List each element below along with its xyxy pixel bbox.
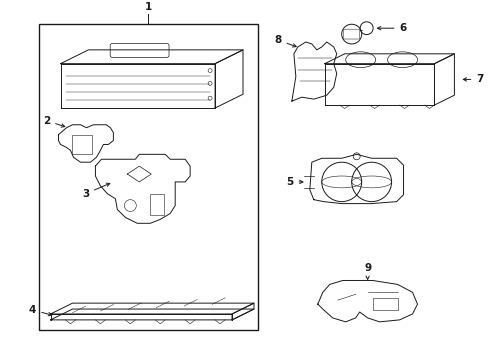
Text: 5: 5: [286, 177, 303, 187]
Text: 9: 9: [364, 263, 371, 279]
Text: 4: 4: [29, 305, 52, 316]
Bar: [73, 135, 93, 154]
Bar: [372, 298, 397, 310]
Bar: [39, 24, 258, 330]
Text: 3: 3: [82, 183, 110, 199]
Text: 6: 6: [377, 23, 407, 33]
Text: 2: 2: [43, 116, 65, 127]
Text: 1: 1: [145, 3, 152, 12]
Text: 7: 7: [463, 75, 484, 85]
Bar: [150, 194, 164, 215]
Text: 8: 8: [274, 35, 296, 47]
